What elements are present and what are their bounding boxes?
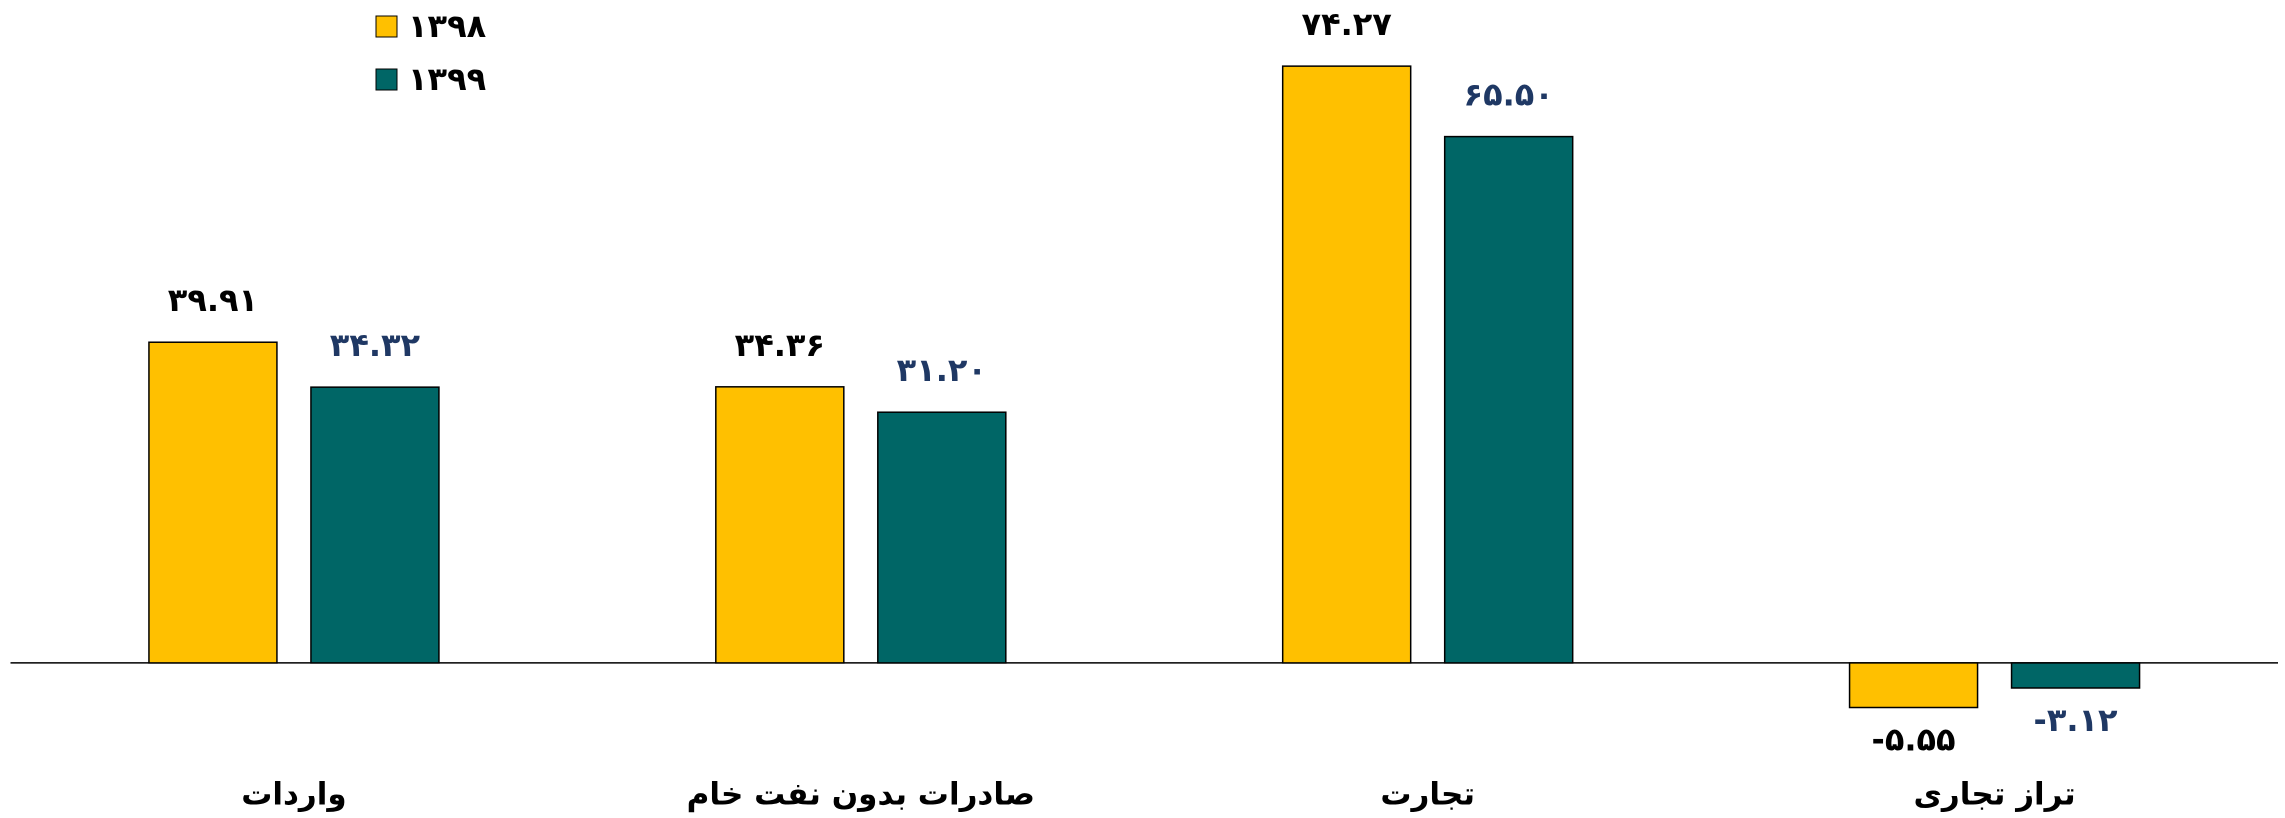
legend-label: ۱۳۹۸ [408, 7, 487, 45]
value-label: ۳۹.۹۱ [168, 281, 258, 319]
value-label: ۳۴.۳۶ [735, 326, 825, 364]
x-tick-label: تجارت [1380, 777, 1475, 813]
bar [1848, 662, 1979, 709]
bar [877, 411, 1007, 664]
legend-swatch [375, 15, 398, 38]
value-label: ۳۴.۳۲ [330, 326, 421, 364]
legend-label: ۱۳۹۹ [408, 60, 486, 98]
value-label: ۷۴.۲۷ [1302, 5, 1393, 43]
value-label: -۳.۱۲ [2034, 701, 2119, 739]
legend-swatch [375, 68, 398, 91]
bar [1281, 65, 1412, 664]
value-label: ۶۵.۵۰ [1464, 76, 1554, 114]
x-tick-label: تراز تجاری [1914, 777, 2076, 813]
bar [1443, 135, 1574, 664]
bar [715, 386, 845, 664]
x-tick-label: واردات [241, 777, 346, 813]
x-tick-label: صادرات بدون نفت خام [687, 777, 1035, 813]
bar [310, 386, 440, 664]
bar [148, 341, 278, 664]
value-label: ۳۱.۲۰ [897, 351, 987, 389]
value-label: -۵.۵۵ [1872, 721, 1956, 759]
bar [2010, 662, 2141, 689]
